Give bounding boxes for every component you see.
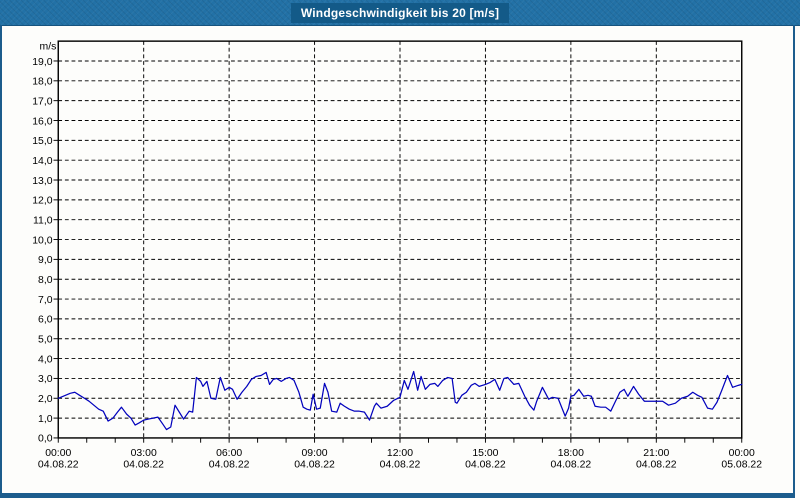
x-tick-time: 18:00 xyxy=(558,448,584,459)
svg-text:0,0: 0,0 xyxy=(38,434,53,445)
grid-lines xyxy=(58,41,742,438)
x-tick-date: 04.08.22 xyxy=(465,459,506,470)
svg-text:6,0: 6,0 xyxy=(38,315,53,326)
x-tick-date: 04.08.22 xyxy=(294,459,335,470)
wind-speed-line xyxy=(57,370,743,431)
svg-text:7,0: 7,0 xyxy=(38,295,53,306)
window-frame-bottom xyxy=(0,493,795,498)
x-tick-date: 04.08.22 xyxy=(636,459,677,470)
svg-text:5,0: 5,0 xyxy=(38,335,53,346)
x-tick-time: 03:00 xyxy=(131,448,157,459)
svg-text:19,0: 19,0 xyxy=(32,57,53,68)
x-tick-date: 04.08.22 xyxy=(380,459,421,470)
x-axis-labels: 00:0004.08.2203:0004.08.2206:0004.08.220… xyxy=(38,448,762,470)
x-tick-time: 09:00 xyxy=(302,448,328,459)
x-tick-time: 15:00 xyxy=(472,448,498,459)
x-tick-date: 04.08.22 xyxy=(38,459,79,470)
x-tick-date: 04.08.22 xyxy=(209,459,250,470)
svg-text:1,0: 1,0 xyxy=(38,414,53,425)
svg-text:4,0: 4,0 xyxy=(38,354,53,365)
y-axis-labels: 0,0 1,0 2,0 3,0 4,0 5,0 6,0 7,0 8,0 9,0 10,0 11,0 12… xyxy=(32,57,53,445)
svg-text:16,0: 16,0 xyxy=(32,116,53,127)
svg-text:3,0: 3,0 xyxy=(38,374,53,385)
wind-speed-chart: 0,0 1,0 2,0 3,0 4,0 5,0 6,0 7,0 8,0 9,0 10,0 11,0 12… xyxy=(32,40,762,470)
x-tick-time: 00:00 xyxy=(729,448,755,459)
svg-text:13,0: 13,0 xyxy=(32,176,53,187)
x-tick-date: 05.08.22 xyxy=(721,459,762,470)
svg-text:11,0: 11,0 xyxy=(33,215,53,226)
svg-text:10,0: 10,0 xyxy=(32,235,53,246)
svg-text:17,0: 17,0 xyxy=(32,96,53,107)
unit-label: m/s xyxy=(40,42,57,53)
x-tick-time: 06:00 xyxy=(216,448,242,459)
chart-title: Windgeschwindigkeit bis 20 [m/s] xyxy=(290,2,510,23)
x-tick-date: 04.08.22 xyxy=(123,459,164,470)
svg-text:12,0: 12,0 xyxy=(32,196,53,207)
axis-ticks xyxy=(53,60,743,443)
window-frame-left xyxy=(0,25,2,498)
svg-text:9,0: 9,0 xyxy=(38,255,53,266)
x-tick-time: 21:00 xyxy=(643,448,669,459)
svg-text:14,0: 14,0 xyxy=(32,156,53,167)
title-bar: Windgeschwindigkeit bis 20 [m/s] xyxy=(0,0,800,26)
x-tick-time: 12:00 xyxy=(387,448,413,459)
x-tick-date: 04.08.22 xyxy=(551,459,592,470)
svg-text:18,0: 18,0 xyxy=(32,77,53,88)
svg-text:15,0: 15,0 xyxy=(32,136,53,147)
svg-text:8,0: 8,0 xyxy=(38,275,53,286)
x-tick-time: 00:00 xyxy=(45,448,71,459)
svg-text:2,0: 2,0 xyxy=(38,394,53,405)
window-frame-right xyxy=(793,25,795,498)
